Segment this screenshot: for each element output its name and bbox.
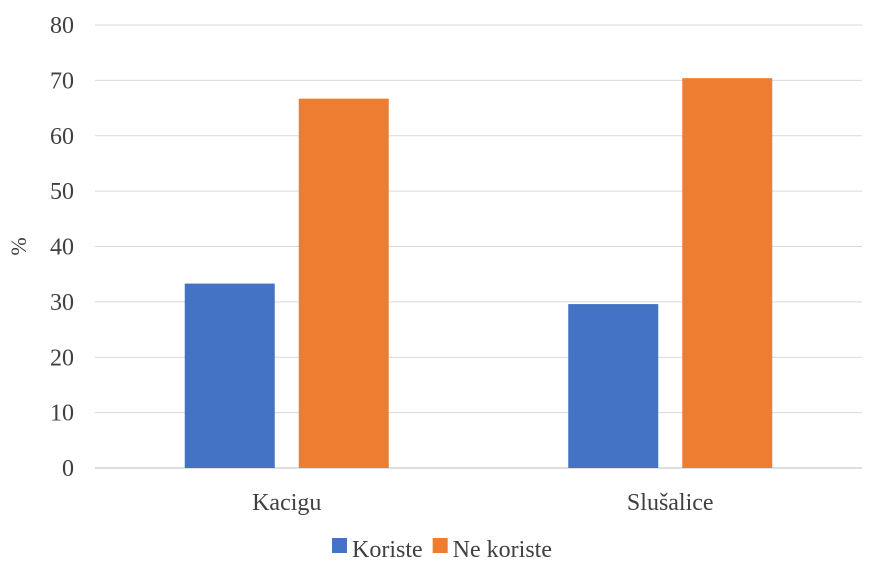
y-axis-ticks: 0 10 20 30 40 50 60 70 80 — [50, 13, 74, 482]
legend-label: Koriste — [352, 537, 423, 563]
legend-swatch — [332, 538, 348, 553]
bars — [184, 78, 773, 469]
y-tick-label-0: 0 — [62, 456, 74, 482]
y-tick-label-70: 70 — [50, 68, 74, 94]
legend-item-koriste: Koriste — [332, 537, 423, 563]
y-tick-label-50: 50 — [50, 179, 74, 205]
y-tick-label-80: 80 — [50, 13, 74, 39]
bar-Slušalice-koriste — [568, 304, 659, 468]
x-category-label: Slušalice — [627, 490, 714, 516]
legend-item-ne-koriste: Ne koriste — [432, 537, 552, 563]
legend: Koriste Ne koriste — [332, 537, 552, 563]
x-axis: Kacigu Slušalice — [252, 490, 713, 516]
bar-Kacigu-ne-koriste — [298, 98, 389, 469]
y-axis-title: % — [6, 237, 31, 255]
bar-Kacigu-koriste — [184, 283, 275, 468]
y-tick-label-20: 20 — [50, 345, 74, 371]
y-tick-label-30: 30 — [50, 290, 74, 316]
y-tick-label-40: 40 — [50, 235, 74, 261]
y-tick-label-10: 10 — [50, 401, 74, 427]
x-category-label: Kacigu — [252, 490, 321, 516]
legend-swatch — [432, 538, 448, 553]
legend-label: Ne koriste — [453, 537, 552, 563]
y-tick-label-60: 60 — [50, 124, 74, 150]
bar-Slušalice-ne-koriste — [682, 78, 773, 468]
